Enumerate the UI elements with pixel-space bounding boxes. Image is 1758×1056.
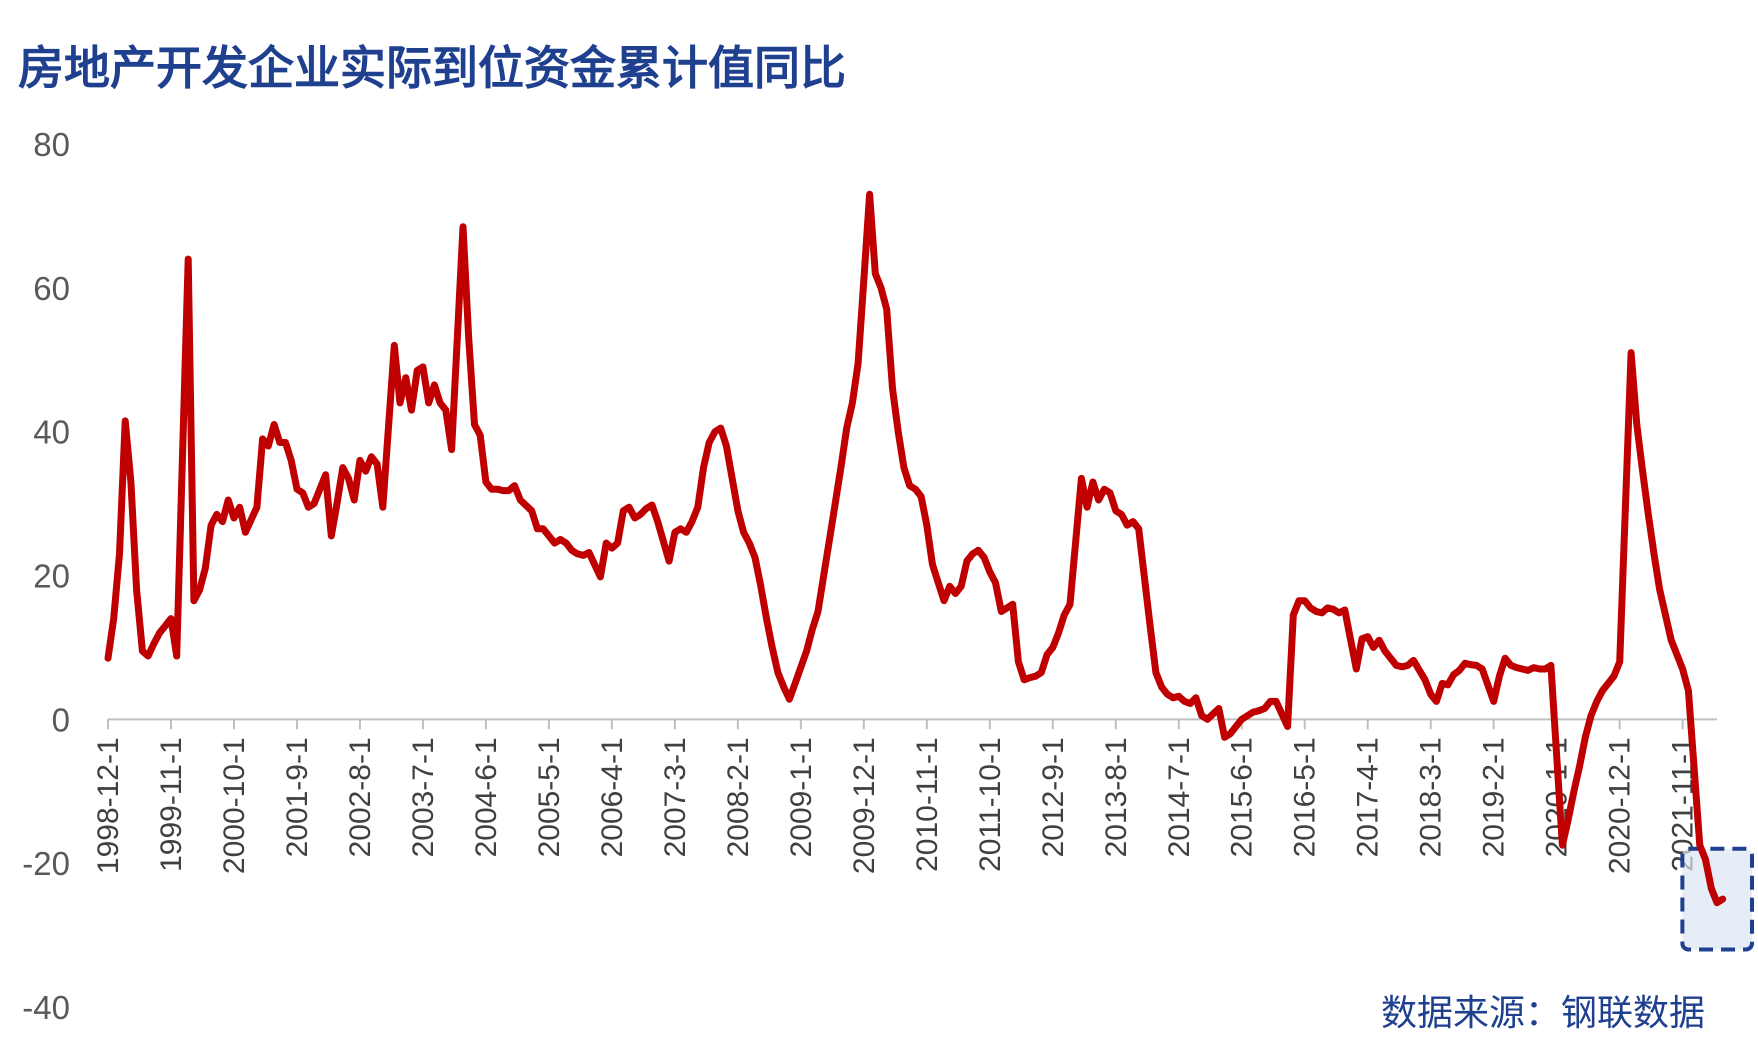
x-tick-label: 2000-10-1 — [218, 737, 251, 874]
y-axis-ticks: 80 60 40 20 0 -20 -40 — [22, 126, 70, 1026]
x-tick-label: 1998-12-1 — [92, 737, 125, 874]
x-tick-label: 2012-9-1 — [1037, 737, 1070, 857]
x-tick-label: 2018-3-1 — [1415, 737, 1448, 857]
x-tick-label: 2013-8-1 — [1100, 737, 1133, 857]
series-line — [104, 190, 1727, 907]
y-tick-label: -20 — [22, 845, 70, 882]
y-tick-label: 0 — [52, 701, 70, 738]
chart-title: 房地产开发企业实际到位资金累计值同比 — [18, 41, 846, 95]
x-tick-label: 2002-8-1 — [344, 737, 377, 857]
x-tick-label: 2003-7-1 — [407, 737, 440, 857]
x-tick-label: 2017-4-1 — [1352, 737, 1385, 857]
x-tick-label: 2007-3-1 — [659, 737, 692, 857]
x-tick-label: 1999-11-1 — [155, 737, 188, 872]
y-tick-label: 40 — [33, 414, 70, 451]
x-tick-label: 2009-1-1 — [785, 737, 818, 857]
y-tick-label: -40 — [22, 989, 70, 1026]
x-tick-label: 2020-12-1 — [1604, 737, 1637, 874]
x-tick-label: 2016-5-1 — [1289, 737, 1322, 857]
source-note: 数据来源：钢联数据 — [1381, 993, 1705, 1034]
x-tick-label: 2009-12-1 — [848, 737, 881, 874]
x-tick-label: 2005-5-1 — [533, 737, 566, 857]
x-tick-label: 2014-7-1 — [1163, 737, 1196, 857]
x-tick-label: 2010-11-1 — [911, 737, 944, 872]
x-tick-label: 2001-9-1 — [281, 737, 314, 857]
x-axis-ticks: 1998-12-1 1999-11-1 2000-10-1 2001-9-1 2002-… — [92, 719, 1700, 874]
y-tick-label: 60 — [33, 270, 70, 307]
x-tick-label: 2004-6-1 — [470, 737, 503, 857]
x-tick-label: 2008-2-1 — [722, 737, 755, 857]
x-tick-label: 2015-6-1 — [1226, 737, 1259, 857]
x-tick-label: 2006-4-1 — [596, 737, 629, 857]
y-tick-label: 80 — [33, 126, 70, 163]
x-tick-label: 2019-2-1 — [1478, 737, 1511, 857]
x-tick-label: 2011-10-1 — [974, 737, 1007, 872]
y-tick-label: 20 — [33, 558, 70, 595]
